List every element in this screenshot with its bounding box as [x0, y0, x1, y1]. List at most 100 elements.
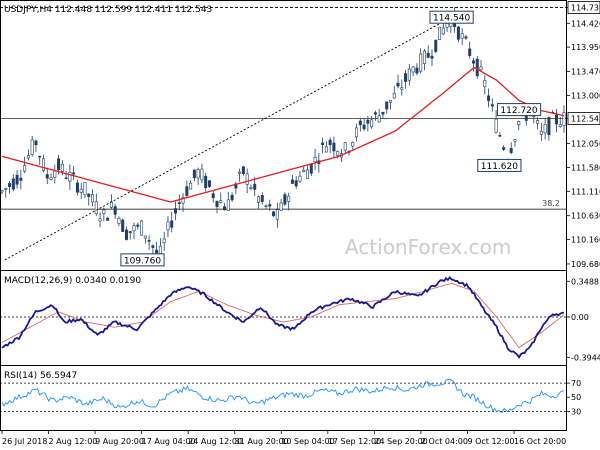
candle-body: [498, 135, 502, 137]
candle-body: [64, 177, 68, 179]
time-tick-label: 24 Aug 12:00: [188, 437, 242, 446]
candle-body: [264, 205, 268, 207]
candle-body: [219, 200, 223, 203]
candle-body: [223, 206, 227, 211]
candle-body: [441, 27, 445, 35]
candle-body: [272, 211, 276, 217]
price-label: 111.620: [481, 162, 518, 172]
candle-body: [543, 124, 547, 134]
candle-body: [321, 142, 325, 145]
price-tick-label: 111.580: [571, 163, 600, 172]
candle-body: [226, 199, 230, 211]
time-tick-label: 16 Oct 20:00: [514, 437, 566, 446]
macd-tick-label: 0.3488: [571, 277, 599, 286]
candle-body: [207, 180, 211, 187]
candle-body: [464, 36, 468, 39]
candle-body: [23, 165, 27, 172]
candle-body: [30, 139, 34, 155]
candle-body: [132, 225, 136, 232]
candle-body: [38, 156, 42, 158]
candle-body: [57, 158, 61, 171]
candle-body: [404, 73, 408, 82]
candle-body: [128, 231, 132, 233]
candle-body: [72, 172, 76, 175]
candle-body: [279, 202, 283, 211]
candle-body: [238, 171, 242, 174]
candle-body: [370, 119, 374, 128]
candle-body: [45, 174, 49, 179]
time-tick-label: 26 Jul 2018: [2, 437, 47, 446]
rsi-tick-label: 50: [571, 393, 581, 402]
candle-body: [434, 39, 438, 52]
price-label-box: [429, 10, 474, 24]
candle-body: [204, 175, 208, 189]
candle-body: [415, 67, 419, 74]
candle-body: [26, 155, 30, 159]
candle-body: [11, 178, 15, 190]
candle-body: [147, 240, 151, 242]
price-tick-label: 109.680: [571, 260, 600, 269]
candle-body: [328, 139, 332, 145]
candle-body: [306, 169, 310, 179]
candle-body: [162, 238, 166, 243]
candle-body: [136, 224, 140, 227]
candle-body: [211, 193, 215, 199]
candle-body: [475, 58, 479, 77]
candle-body: [377, 115, 381, 123]
candle-body: [75, 182, 79, 193]
candle-body: [290, 179, 294, 184]
candle-body: [79, 188, 83, 193]
time-tick-label: 17 Sep 12:00: [328, 437, 381, 446]
time-tick-label: 24 Sep 20:00: [374, 437, 427, 446]
rsi-tick-label: 30: [571, 407, 581, 416]
candle-body: [302, 169, 306, 172]
macd-tick-label: 0.00: [571, 313, 589, 322]
candle-body: [343, 142, 347, 151]
time-tick-label: 9 Oct 12:00: [467, 437, 514, 446]
candle-body: [385, 101, 389, 110]
price-label: 109.760: [124, 256, 161, 266]
price-tick-label: 110.630: [571, 212, 600, 221]
candle-body: [200, 168, 204, 181]
candle-body: [41, 158, 45, 171]
candle-body: [68, 171, 72, 182]
candle-body: [411, 66, 415, 73]
candle-body: [487, 95, 491, 101]
macd-signal-line: [1, 282, 565, 349]
candle-body: [554, 114, 558, 125]
candle-body: [517, 121, 521, 126]
candle-body: [468, 48, 472, 56]
candle-body: [373, 112, 377, 115]
price-axis: 114.730 114.420 113.950 113.470 113.000 112.5…: [566, 1, 600, 269]
candle-body: [155, 249, 159, 254]
candle-body: [426, 52, 430, 58]
candle-body: [275, 209, 279, 220]
time-tick-label: 10 Sep 04:00: [281, 437, 334, 446]
candle-body: [181, 197, 185, 204]
candle-body: [502, 147, 506, 150]
candle-body: [547, 117, 551, 136]
price-tick-label: 114.420: [571, 19, 600, 28]
candle-body: [336, 151, 340, 156]
candle-body: [558, 124, 562, 127]
candle-body: [49, 177, 53, 180]
candle-body: [422, 50, 426, 64]
rsi-series-group: [0, 378, 566, 413]
candle-body: [185, 186, 189, 196]
time-tick-label: 2 Aug 12:00: [49, 437, 98, 446]
candle-body: [419, 53, 423, 72]
price-label-box: [120, 253, 165, 267]
candle-body: [249, 187, 253, 189]
macd-tick-label: -0.3944: [571, 353, 600, 362]
candle-body: [483, 80, 487, 88]
candle-body: [215, 200, 219, 207]
rsi-axis: 70 50 30: [566, 379, 581, 416]
candle-body: [283, 194, 287, 205]
trendline: [4, 16, 452, 261]
candle-body: [539, 130, 543, 135]
candle-body: [94, 201, 98, 214]
candle-body: [358, 120, 362, 126]
candle-body: [332, 142, 336, 152]
candle-body: [4, 188, 8, 190]
price-panel: [0, 0, 567, 271]
